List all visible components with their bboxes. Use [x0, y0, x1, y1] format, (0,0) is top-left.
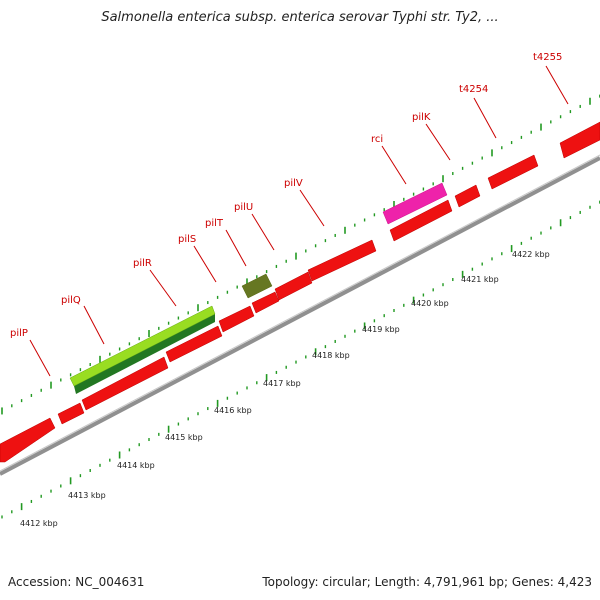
scale-label-4421: 4421 kbp — [461, 275, 499, 284]
scale-label-4416: 4416 kbp — [214, 406, 252, 415]
scale-label-4413: 4413 kbp — [68, 491, 106, 500]
lower-tick-track — [1, 200, 600, 519]
gene-label-t4254[interactable]: t4254 — [459, 84, 488, 95]
scale-labels: 4412 kbp 4413 kbp 4414 kbp 4415 kbp 4416… — [20, 250, 550, 528]
gene-label-pilV[interactable]: pilV — [284, 178, 303, 189]
gene-label-pilK[interactable]: pilK — [412, 112, 431, 123]
gene-pilQ-dark[interactable] — [74, 314, 215, 394]
gene-red-1[interactable] — [0, 417, 56, 463]
scale-label-4414: 4414 kbp — [117, 461, 155, 470]
gene-red-11[interactable] — [487, 154, 539, 190]
scale-label-4420: 4420 kbp — [411, 299, 449, 308]
topology-summary: Topology: circular; Length: 4,791,961 bp… — [262, 575, 592, 589]
accession-text: Accession: NC_004631 — [8, 575, 145, 589]
gene-label-pilT[interactable]: pilT — [205, 218, 224, 229]
genome-backbone-highlight — [0, 154, 600, 472]
gene-pilQ[interactable] — [69, 305, 216, 387]
gene-label-pilR[interactable]: pilR — [133, 258, 152, 269]
scale-label-4415: 4415 kbp — [165, 433, 203, 442]
gene-label-pilS[interactable]: pilS — [178, 234, 196, 245]
gene-red-4[interactable] — [165, 325, 223, 363]
gene-rci[interactable] — [382, 182, 448, 225]
map-title: Salmonella enterica subsp. enterica sero… — [101, 10, 499, 25]
scale-label-4422: 4422 kbp — [512, 250, 550, 259]
gene-label-t4255[interactable]: t4255 — [533, 52, 562, 63]
gene-red-6[interactable] — [251, 291, 280, 314]
gene-label-pilQ[interactable]: pilQ — [61, 295, 81, 306]
gene-label-rci[interactable]: rci — [371, 134, 383, 145]
gene-features — [0, 121, 600, 463]
gene-red-12[interactable] — [559, 121, 600, 159]
gene-labels: pilP pilQ pilR pilS pilT pilU pilV rci p… — [10, 52, 562, 339]
gene-red-10[interactable] — [454, 184, 481, 208]
upper-tick-track — [1, 94, 600, 415]
scale-label-4417: 4417 kbp — [263, 379, 301, 388]
gene-red-9[interactable] — [389, 199, 453, 242]
gene-red-5[interactable] — [218, 305, 255, 333]
gene-red-7[interactable] — [274, 271, 313, 301]
gene-pilT-olive[interactable] — [241, 273, 273, 299]
gene-red-3[interactable] — [81, 356, 169, 411]
gene-label-pilP[interactable]: pilP — [10, 328, 28, 339]
gene-red-2[interactable] — [57, 402, 85, 425]
gene-red-8[interactable] — [307, 239, 377, 282]
scale-label-4419: 4419 kbp — [362, 325, 400, 334]
gene-leader-lines — [29, 65, 569, 377]
genome-backbone — [0, 156, 600, 476]
scale-label-4418: 4418 kbp — [312, 351, 350, 360]
gene-label-pilU[interactable]: pilU — [234, 202, 253, 213]
scale-label-4412: 4412 kbp — [20, 519, 58, 528]
